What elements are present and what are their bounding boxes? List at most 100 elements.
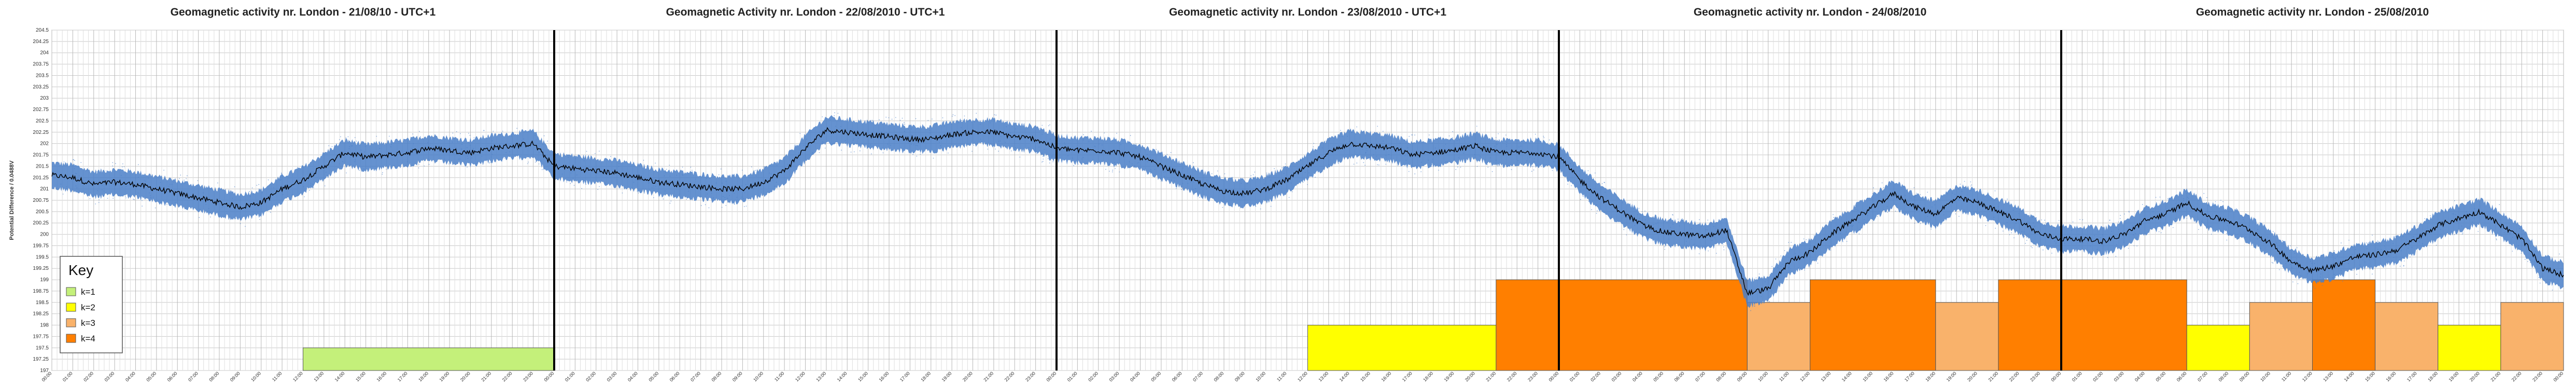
series-dot: [1817, 258, 1818, 260]
series-dot: [2058, 220, 2060, 221]
series-dot: [2090, 225, 2092, 227]
series-dot: [1788, 267, 1790, 268]
series-dot: [1300, 167, 1301, 169]
series-dot: [424, 165, 425, 167]
series-dot: [1064, 144, 1066, 146]
series-dot: [1592, 179, 1593, 180]
series-dot: [1463, 153, 1464, 154]
series-dot: [2356, 273, 2358, 275]
series-dot: [2462, 232, 2464, 234]
series-dot: [1786, 272, 1787, 273]
series-dot: [547, 141, 548, 142]
series-dot: [2377, 240, 2378, 242]
series-dot: [1047, 158, 1049, 159]
series-dot: [107, 198, 108, 199]
series-dot: [1943, 214, 1945, 216]
series-dot: [2518, 245, 2519, 246]
series-dot: [961, 127, 962, 128]
series-dot: [910, 128, 912, 130]
series-dot: [1363, 162, 1364, 163]
series-dot: [336, 155, 337, 156]
series-dot: [566, 181, 568, 183]
series-dot: [328, 145, 330, 146]
series-dot: [1550, 145, 1552, 147]
series-dot: [844, 140, 846, 141]
series-dot: [1570, 168, 1571, 170]
series-dot: [1326, 155, 1328, 156]
series-dot: [1987, 220, 1988, 222]
series-dot: [339, 163, 340, 164]
series-dot: [154, 207, 156, 209]
series-dot: [112, 162, 114, 163]
series-dot: [1905, 195, 1906, 196]
series-dot: [1726, 229, 1728, 230]
series-dot: [2292, 281, 2293, 283]
series-dot: [1270, 180, 1272, 181]
series-dot: [1339, 136, 1341, 138]
series-dot: [1979, 212, 1980, 213]
series-dot: [1750, 310, 1751, 311]
series-dot: [370, 158, 371, 159]
y-axis-label: Potential Difference / 0.0488V: [9, 160, 15, 240]
series-dot: [2086, 236, 2088, 237]
series-dot: [881, 131, 882, 132]
series-dot: [1702, 225, 1704, 226]
series-dot: [477, 161, 479, 162]
series-dot: [2276, 242, 2277, 244]
series-dot: [92, 194, 93, 196]
series-dot: [1428, 159, 1429, 161]
series-dot: [853, 138, 855, 140]
series-dot: [911, 134, 912, 136]
series-dot: [829, 119, 831, 120]
grid: [51, 30, 2564, 371]
series-dot: [2118, 229, 2119, 230]
series-dot: [378, 142, 379, 143]
series-dot: [1714, 237, 1715, 238]
series-dot: [1077, 163, 1079, 165]
series-dot: [2454, 234, 2455, 235]
series-dot: [791, 175, 792, 177]
series-dot: [1723, 249, 1725, 251]
series-dot: [2123, 241, 2124, 243]
series-dot: [122, 163, 123, 164]
series-dot: [2559, 253, 2560, 255]
series-dot: [1806, 239, 1807, 240]
series-dot: [711, 200, 713, 201]
series-dot: [2321, 285, 2323, 286]
series-dot: [1338, 145, 1340, 146]
series-dot: [234, 186, 235, 187]
series-dot: [327, 175, 328, 176]
series-dot: [1370, 142, 1371, 143]
series-dot: [145, 181, 146, 182]
series-dot: [1699, 219, 1700, 221]
series-dot: [166, 203, 167, 205]
series-dot: [706, 178, 707, 180]
series-dot: [1934, 204, 1935, 205]
series-dot: [2037, 246, 2039, 248]
series-dot: [59, 162, 60, 164]
series-dot: [742, 169, 743, 171]
series-dot: [2100, 237, 2101, 238]
series-dot: [1970, 181, 1972, 183]
series-dot: [75, 173, 76, 174]
series-dot: [1914, 223, 1916, 224]
series-dot: [1833, 217, 1835, 218]
series-dot: [1668, 238, 1670, 240]
series-dot: [2206, 226, 2207, 228]
series-dot: [1567, 184, 1569, 185]
series-dot: [390, 146, 391, 147]
series-dot: [774, 186, 776, 187]
series-dot: [2120, 215, 2121, 216]
series-dot: [1104, 132, 1105, 134]
series-dot: [461, 144, 463, 145]
series-dot: [2294, 253, 2296, 254]
series-dot: [134, 199, 135, 200]
series-dot: [1553, 161, 1555, 162]
series-dot: [1385, 155, 1387, 156]
series-dot: [1434, 147, 1436, 149]
k-index-bar: [2186, 325, 2250, 371]
series-dot: [1855, 204, 1856, 206]
series-dot: [824, 147, 826, 149]
series-dot: [2291, 267, 2293, 268]
series-dot: [741, 185, 742, 186]
